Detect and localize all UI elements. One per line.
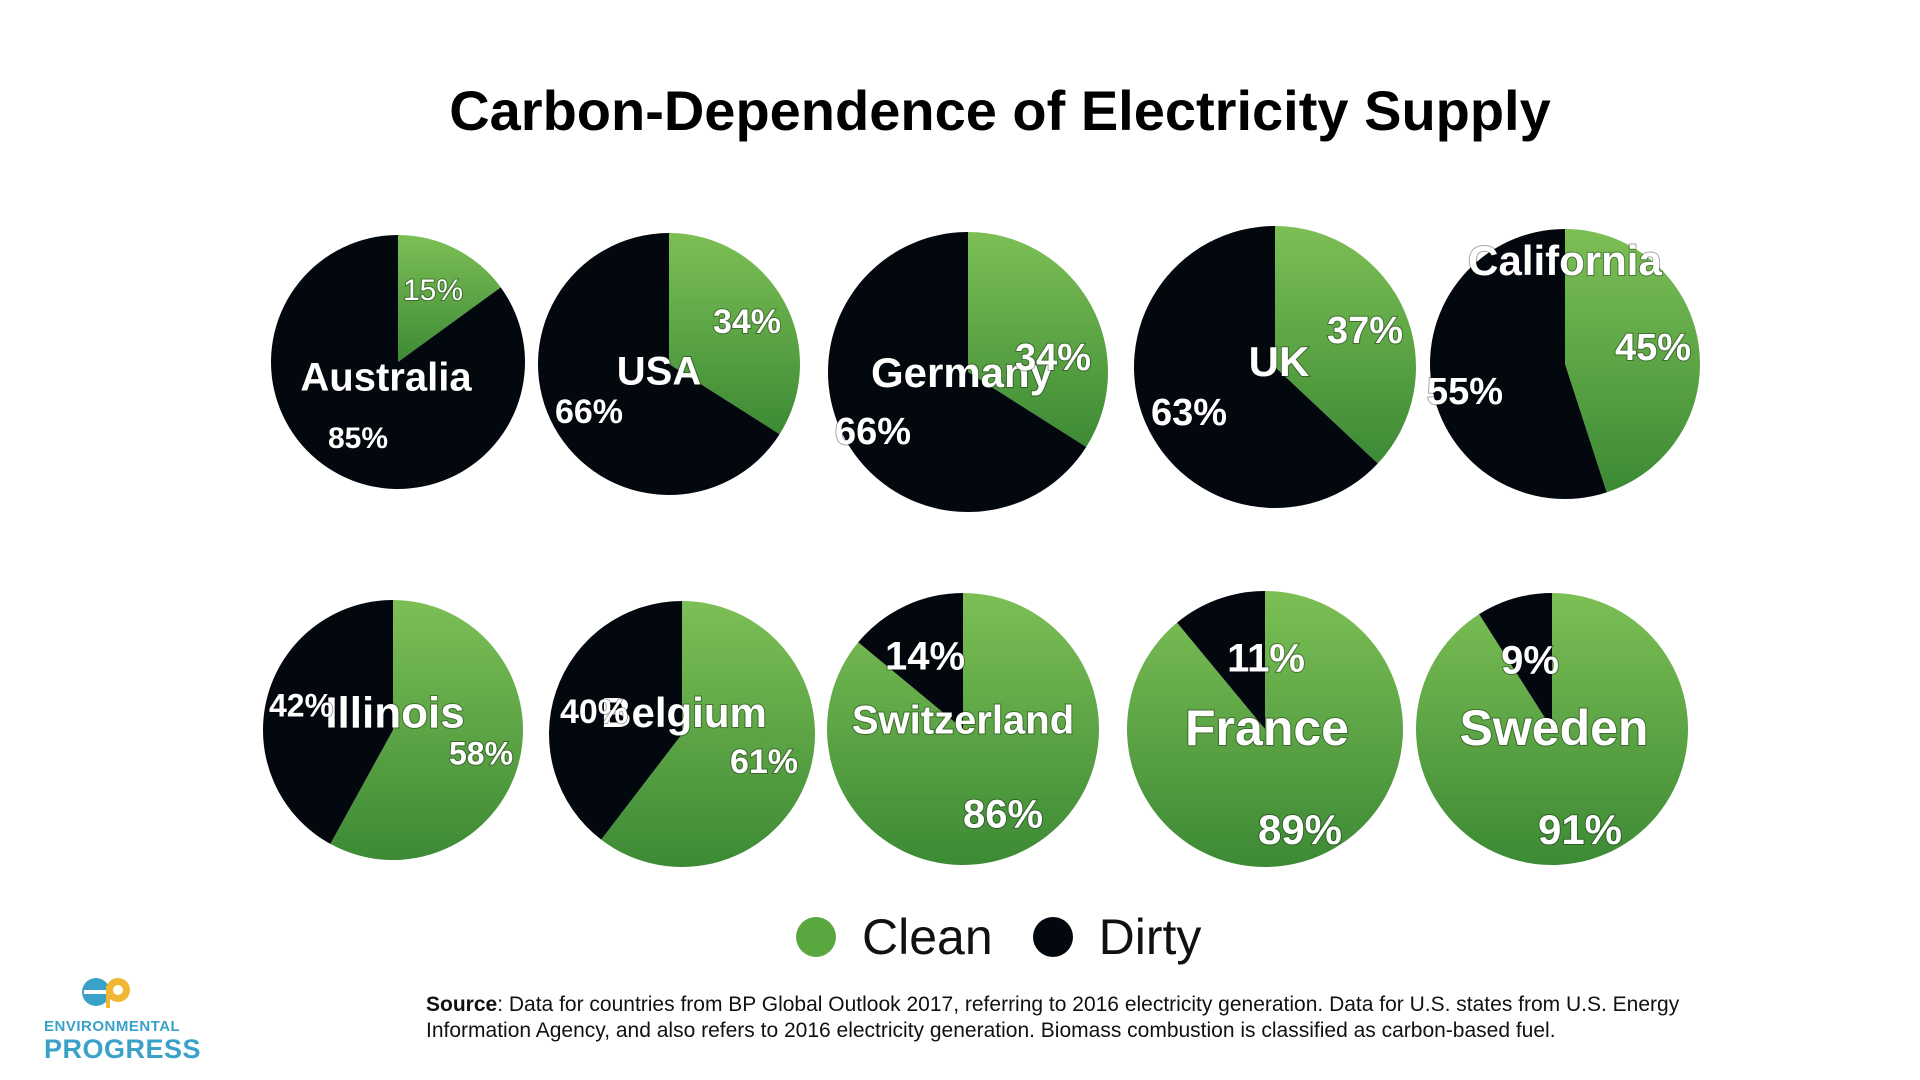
clean-percent-illinois: 58%: [449, 735, 513, 771]
pie-name-germany: Germany: [871, 349, 1054, 396]
slice-clean-uk: [1275, 225, 1417, 464]
slice-dirty-france: [1177, 591, 1265, 729]
slice-dirty-illinois: [263, 600, 393, 844]
clean-percent-switzerland: 86%: [963, 793, 1043, 837]
dirty-percent-france: 11%: [1227, 637, 1305, 681]
slice-clean-usa: [669, 233, 800, 435]
dirty-percent-australia: 85%: [328, 422, 388, 455]
dirty-percent-sweden: 9%: [1501, 639, 1559, 683]
dirty-percent-germany: 66%: [835, 411, 911, 453]
slice-clean-germany: [968, 232, 1108, 448]
legend-swatch-clean: [796, 917, 836, 957]
legend: Clean Dirty: [796, 907, 1241, 967]
slice-clean-australia: [398, 235, 501, 362]
pie-name-switzerland: Switzerland: [852, 699, 1074, 743]
pie-name-sweden: Sweden: [1460, 700, 1649, 756]
pie-name-belgium: Belgium: [601, 689, 767, 736]
pie-usa: USA 34% 66%: [538, 233, 800, 495]
ep-logo-mark: [82, 978, 130, 1008]
legend-label-dirty: Dirty: [1098, 909, 1202, 965]
slice-dirty-belgium: [549, 601, 682, 840]
legend-label-clean: Clean: [862, 909, 993, 965]
dirty-percent-usa: 66%: [555, 393, 623, 431]
slice-dirty-switzerland: [858, 593, 963, 729]
slice-clean-belgium: [601, 601, 816, 867]
dirty-percent-uk: 63%: [1151, 392, 1227, 434]
slice-dirty-germany: [828, 232, 1087, 512]
source-label: Source: [426, 993, 498, 1016]
pie-california: California 45% 55%: [1426, 229, 1701, 499]
logo-line-2: PROGRESS: [44, 1034, 202, 1064]
pie-name-usa: USA: [617, 350, 701, 394]
pie-switzerland: Switzerland 86% 14%: [827, 593, 1099, 865]
slice-dirty-australia: [271, 235, 525, 489]
legend-item-clean: Clean: [796, 908, 993, 966]
dirty-percent-switzerland: 14%: [885, 635, 965, 679]
pie-name-france: France: [1185, 700, 1349, 756]
pie-name-illinois: Illinois: [325, 689, 464, 738]
pie-belgium: Belgium 61% 40%: [549, 601, 816, 867]
slice-clean-california: [1565, 229, 1701, 493]
clean-percent-france: 89%: [1258, 806, 1342, 853]
slice-dirty-sweden: [1479, 593, 1552, 729]
clean-percent-usa: 34%: [713, 303, 781, 341]
environmental-progress-logo: ENVIRONMENTAL PROGRESS: [44, 976, 202, 1066]
logo-line-1: ENVIRONMENTAL: [44, 1018, 181, 1035]
dirty-percent-california: 55%: [1427, 371, 1503, 413]
slice-dirty-uk: [1134, 225, 1378, 508]
legend-swatch-dirty: [1032, 917, 1073, 957]
clean-percent-germany: 34%: [1015, 337, 1091, 379]
pie-name-australia: Australia: [300, 356, 472, 400]
slice-dirty-usa: [538, 233, 780, 495]
legend-item-dirty: Dirty: [1032, 908, 1202, 966]
pie-france: France 89% 11%: [1127, 591, 1404, 868]
clean-percent-sweden: 91%: [1538, 806, 1622, 853]
source-text: : Data for countries from BP Global Outl…: [426, 993, 1680, 1042]
pie-name-california: California: [1468, 237, 1662, 284]
clean-percent-uk: 37%: [1327, 310, 1403, 352]
clean-percent-australia: 15%: [403, 274, 463, 307]
dirty-percent-illinois: 42%: [269, 687, 333, 723]
source-note: Source: Data for countries from BP Globa…: [426, 992, 1696, 1044]
clean-percent-california: 45%: [1615, 327, 1691, 369]
pie-uk: UK 37% 63%: [1134, 225, 1417, 508]
pie-sweden: Sweden 91% 9%: [1415, 593, 1688, 865]
clean-percent-belgium: 61%: [730, 743, 798, 781]
slice-clean-illinois: [330, 600, 523, 860]
chart-title: Carbon-Dependence of Electricity Supply: [449, 79, 1551, 142]
pie-australia: Australia 15% 85%: [271, 235, 525, 489]
pie-name-uk: UK: [1249, 338, 1310, 385]
dirty-percent-belgium: 40%: [560, 693, 628, 731]
slice-clean-france: [1127, 591, 1404, 868]
slice-dirty-california: [1430, 229, 1607, 499]
